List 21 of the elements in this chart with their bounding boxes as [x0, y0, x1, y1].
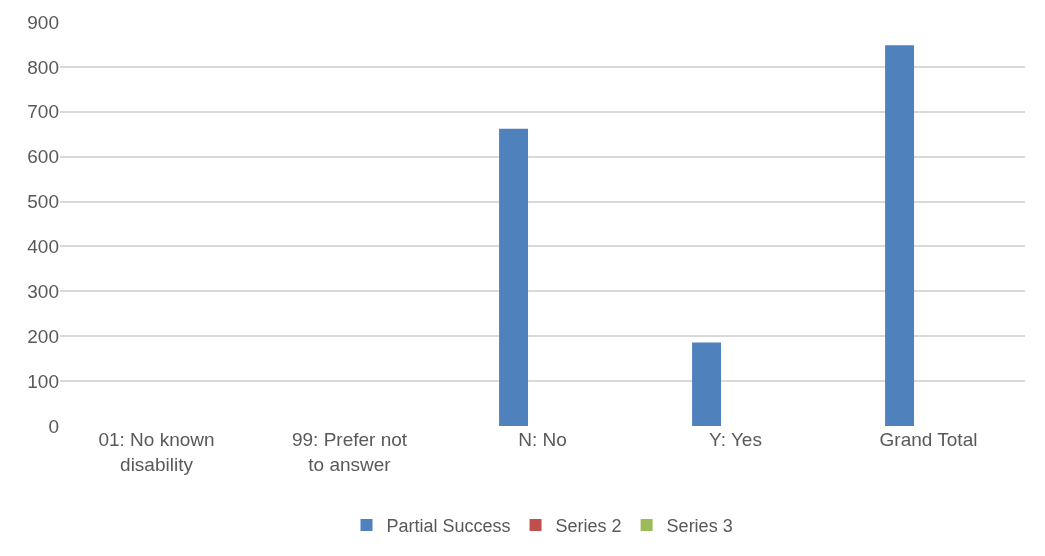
x-tick-label: N: No [518, 429, 567, 450]
y-tick-label: 200 [27, 325, 59, 347]
legend-label: Series 3 [666, 516, 733, 537]
x-tick-label: 01: No known disability [98, 429, 215, 475]
legend-label: Partial Success [386, 516, 511, 537]
x-tick-label: 99: Prefer not to answer [291, 429, 408, 475]
y-tick-label: 800 [27, 56, 59, 78]
legend-label: Series 2 [555, 516, 622, 537]
y-tick-label: 600 [27, 146, 59, 168]
bar [692, 342, 722, 426]
y-tick-label: 300 [27, 280, 59, 302]
y-tick-label: 500 [27, 191, 59, 213]
y-tick-label: 100 [27, 370, 59, 392]
y-tick-label: 900 [27, 11, 59, 33]
y-tick-label: 700 [27, 101, 59, 123]
bar [499, 128, 529, 426]
bar [885, 45, 915, 426]
x-tick-label: Y: Yes [709, 429, 762, 450]
y-tick-label: 0 [48, 415, 59, 437]
x-tick-label: Grand Total [879, 429, 978, 450]
y-tick-label: 400 [27, 236, 59, 258]
